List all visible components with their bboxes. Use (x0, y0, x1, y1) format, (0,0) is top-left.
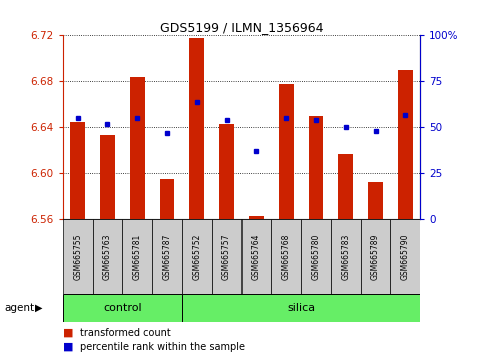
Text: GSM665787: GSM665787 (163, 233, 171, 280)
Bar (122, 219, 152, 294)
Bar (159, 179, 174, 219)
Bar (63, 294, 182, 322)
Bar (182, 219, 212, 294)
Bar (219, 124, 234, 219)
Text: GSM665755: GSM665755 (73, 233, 82, 280)
Bar (63, 219, 93, 294)
Text: GSM665789: GSM665789 (371, 233, 380, 280)
Bar (189, 38, 204, 219)
Text: GSM665763: GSM665763 (103, 233, 112, 280)
Bar (212, 219, 242, 294)
Bar (93, 219, 122, 294)
Text: GSM665752: GSM665752 (192, 233, 201, 280)
Bar (70, 122, 85, 219)
Bar (368, 182, 383, 219)
Title: GDS5199 / ILMN_1356964: GDS5199 / ILMN_1356964 (160, 21, 323, 34)
Text: transformed count: transformed count (80, 328, 170, 338)
Text: percentile rank within the sample: percentile rank within the sample (80, 342, 245, 352)
Bar (182, 294, 420, 322)
Text: GSM665764: GSM665764 (252, 233, 261, 280)
Bar (249, 216, 264, 219)
Text: GSM665783: GSM665783 (341, 233, 350, 280)
Bar (130, 77, 145, 219)
Bar (279, 84, 294, 219)
Text: control: control (103, 303, 142, 313)
Text: GSM665768: GSM665768 (282, 233, 291, 280)
Bar (309, 116, 324, 219)
Text: ■: ■ (63, 342, 73, 352)
Text: GSM665757: GSM665757 (222, 233, 231, 280)
Bar (301, 219, 331, 294)
Text: GSM665781: GSM665781 (133, 234, 142, 280)
Bar (331, 219, 361, 294)
Text: ■: ■ (63, 328, 73, 338)
Text: GSM665790: GSM665790 (401, 233, 410, 280)
Text: silica: silica (287, 303, 315, 313)
Text: GSM665780: GSM665780 (312, 233, 320, 280)
Bar (338, 154, 353, 219)
Bar (242, 219, 271, 294)
Bar (390, 219, 420, 294)
Bar (100, 136, 115, 219)
Bar (398, 70, 413, 219)
Bar (152, 219, 182, 294)
Text: ▶: ▶ (35, 303, 43, 313)
Bar (361, 219, 390, 294)
Bar (271, 219, 301, 294)
Text: agent: agent (5, 303, 35, 313)
